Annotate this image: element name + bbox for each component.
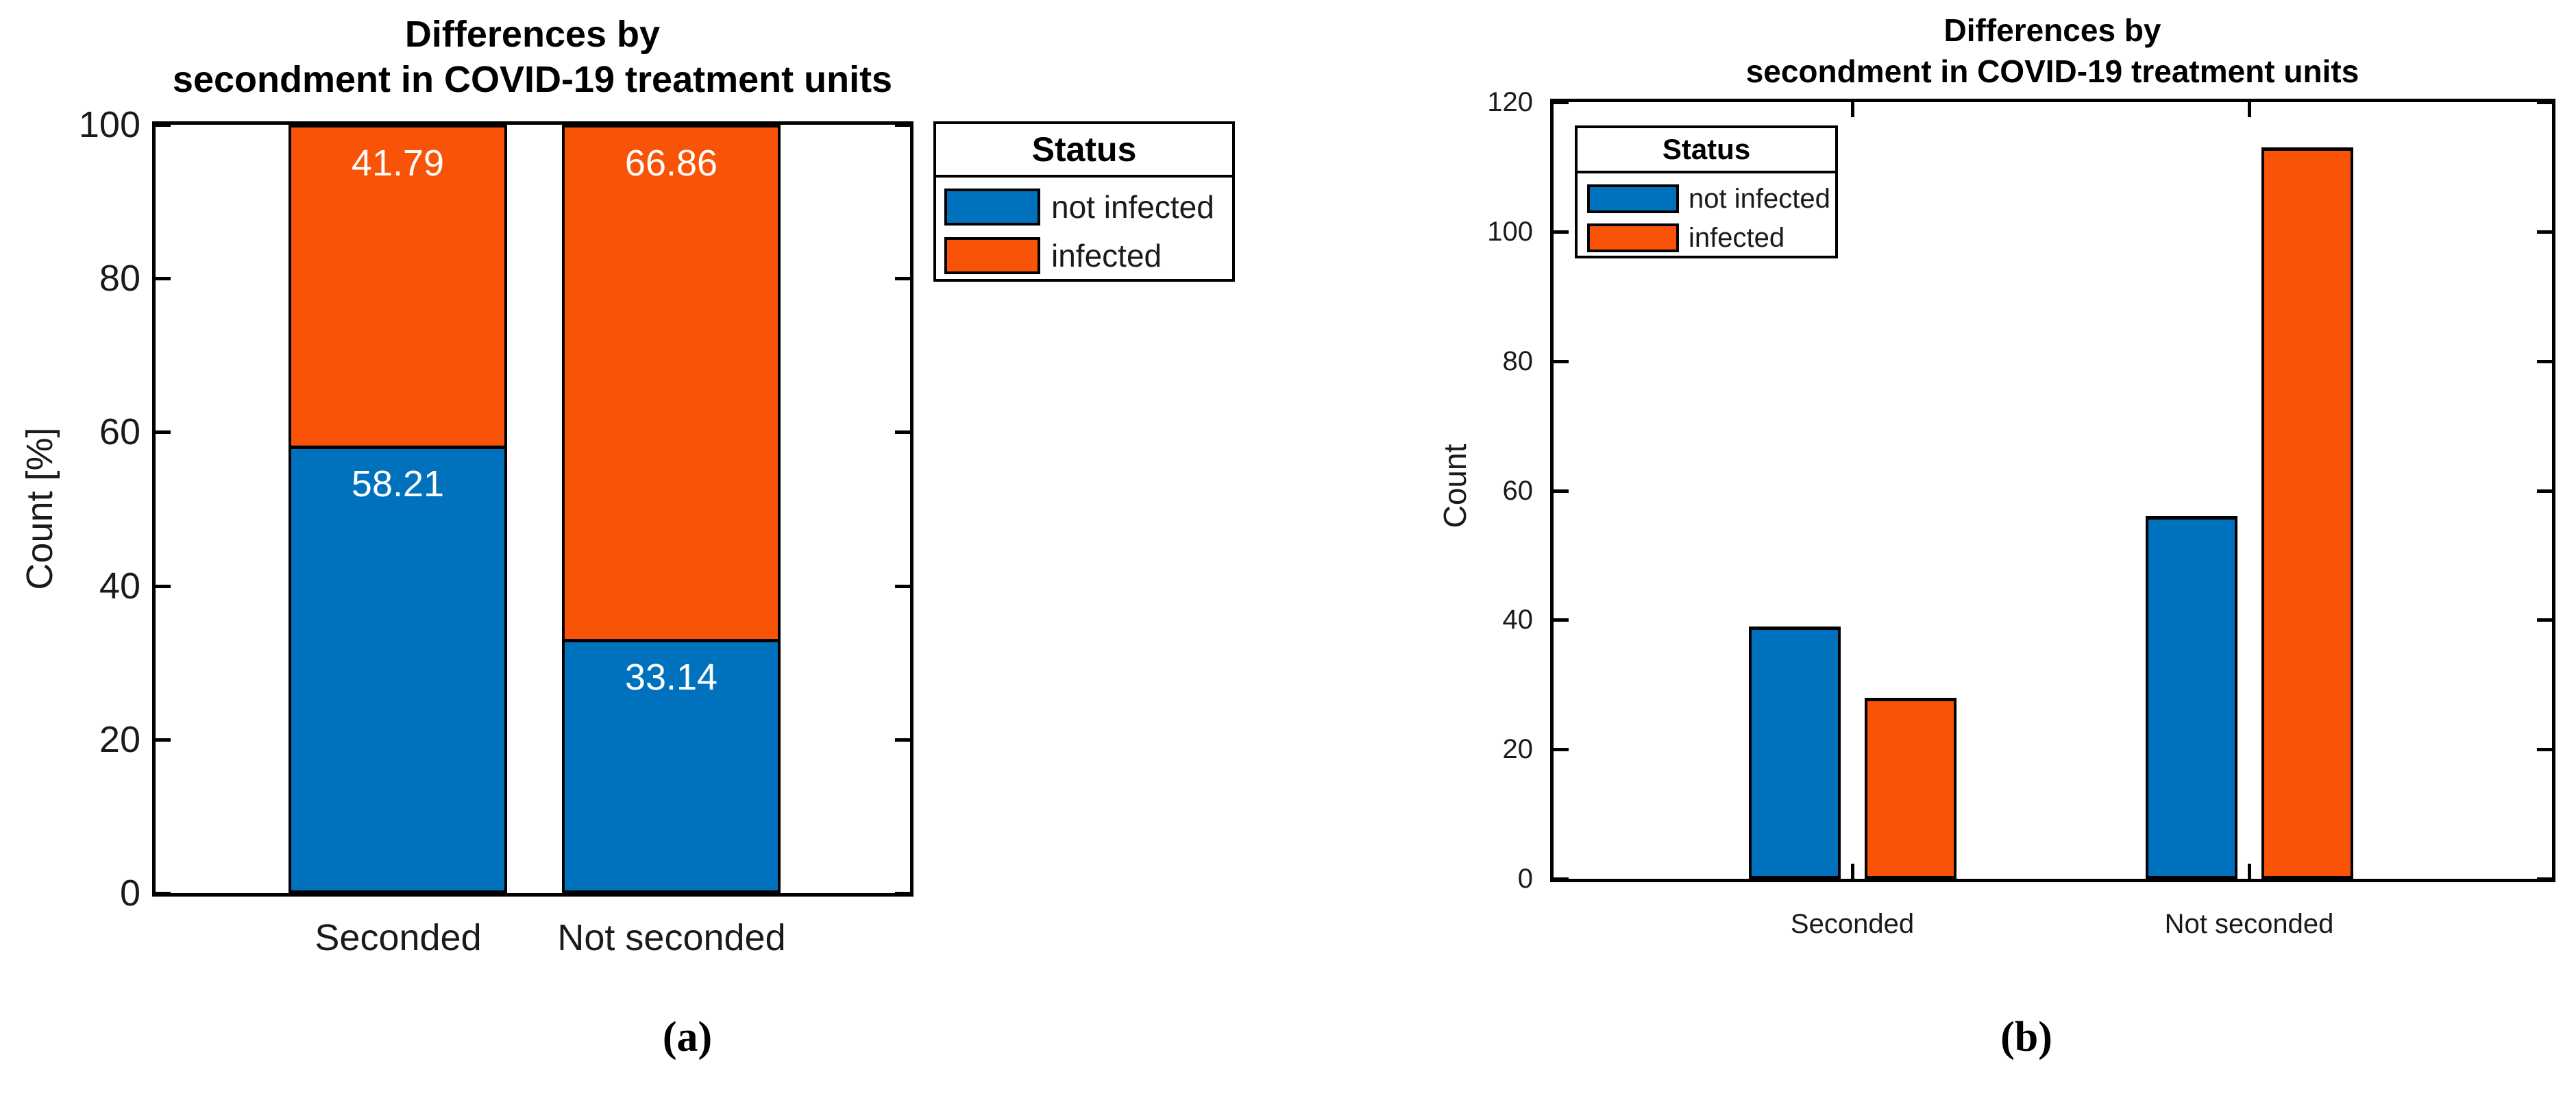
bar-segment-infected: [289, 125, 507, 446]
y-axis-label-a: Count [%]: [19, 427, 60, 590]
legend-swatch-infected: [1587, 223, 1679, 252]
y-axis-tick: [1554, 748, 1569, 751]
x-axis-tick-top: [1851, 102, 1854, 117]
y-tick-label: 80: [1502, 346, 1534, 376]
y-tick-label: 40: [99, 566, 140, 607]
legend-a: Status not infected infected: [933, 121, 1235, 282]
bar-value-label: 41.79: [351, 143, 445, 184]
chart-title-a: Differences by secondment in COVID-19 tr…: [53, 12, 1012, 102]
bar-not-infected: [1749, 627, 1841, 879]
y-axis-tick: [1554, 877, 1569, 881]
legend-b-title: Status: [1662, 133, 1751, 165]
y-tick-label: 0: [1517, 864, 1533, 894]
y-axis-tick: [1554, 101, 1569, 104]
category-label: Seconded: [315, 917, 482, 958]
y-axis-tick-right: [2537, 748, 2552, 751]
legend-b-label-not-infected: not infected: [1689, 184, 1830, 214]
legend-a-title: Status: [1031, 130, 1137, 169]
y-axis-tick-right: [895, 585, 910, 588]
y-tick-label: 0: [119, 873, 140, 914]
y-axis-tick-right: [2537, 877, 2552, 881]
chart-title-b-line2: secondment in COVID-19 treatment units: [1745, 53, 2359, 89]
y-tick-label: 100: [78, 104, 140, 145]
chart-title-a-line1: Differences by: [404, 14, 661, 55]
y-tick-label: 100: [1487, 217, 1533, 247]
x-axis-tick: [1851, 864, 1854, 879]
y-tick-label: 20: [1502, 734, 1534, 764]
chart-title-a-line2: secondment in COVID-19 treatment units: [172, 59, 893, 100]
bar-value-label: 33.14: [624, 657, 718, 698]
bar-value-label: 58.21: [351, 463, 445, 505]
y-axis-tick-right: [2537, 618, 2552, 622]
y-axis-tick-right: [895, 430, 910, 434]
panel-caption-b: (b): [2000, 1014, 2052, 1060]
x-axis-tick-top: [2248, 102, 2251, 117]
bar-segment-not-infected: [289, 446, 507, 893]
legend-b-label-infected: infected: [1689, 223, 1785, 253]
y-tick-label: 80: [99, 258, 140, 299]
category-label: Not seconded: [557, 917, 786, 958]
y-axis-tick: [156, 430, 171, 434]
y-axis-tick-right: [2537, 360, 2552, 363]
legend-a-entry-infected: infected: [936, 236, 1232, 276]
chart-title-b: Differences by secondment in COVID-19 tr…: [1573, 10, 2532, 92]
y-axis-tick-right: [895, 892, 910, 895]
chart-title-b-line1: Differences by: [1943, 12, 2161, 48]
legend-a-label-not-infected: not infected: [1051, 189, 1214, 225]
y-axis-tick-right: [895, 123, 910, 127]
legend-swatch-not-infected: [1587, 184, 1679, 213]
legend-b-entry-not-infected: not infected: [1578, 183, 1835, 215]
y-axis-tick-right: [2537, 489, 2552, 493]
y-axis-tick: [156, 585, 171, 588]
y-tick-label: 60: [99, 411, 140, 452]
legend-b: Status not infected infected: [1575, 125, 1838, 258]
y-axis-tick: [156, 277, 171, 280]
plot-area-a: Differences by secondment in COVID-19 tr…: [19, 14, 913, 958]
bar-infected: [2261, 147, 2353, 879]
legend-b-divider: [1578, 171, 1835, 173]
legend-swatch-not-infected: [944, 189, 1040, 226]
y-axis-tick-right: [895, 738, 910, 742]
bar-value-label: 66.86: [624, 143, 718, 184]
y-axis-tick: [156, 123, 171, 127]
category-label: Seconded: [1790, 909, 1915, 939]
category-label: Not seconded: [2164, 909, 2334, 939]
x-axis-tick: [2248, 864, 2251, 879]
y-axis-tick: [1554, 489, 1569, 493]
y-tick-label: 60: [1502, 476, 1534, 506]
y-axis-tick-right: [2537, 230, 2552, 234]
bar-segment-infected: [562, 125, 781, 639]
legend-a-divider: [936, 175, 1232, 178]
bar-not-infected: [2146, 516, 2237, 879]
bar-segment-not-infected: [562, 639, 781, 893]
y-axis-tick: [156, 892, 171, 895]
y-tick-label: 20: [99, 719, 140, 760]
legend-swatch-infected: [944, 237, 1040, 274]
y-axis-tick: [1554, 230, 1569, 234]
y-tick-label: 120: [1487, 87, 1533, 117]
y-tick-label: 40: [1502, 605, 1534, 635]
legend-b-entry-infected: infected: [1578, 222, 1835, 254]
y-axis-tick-right: [895, 277, 910, 280]
y-axis-tick: [1554, 360, 1569, 363]
legend-a-label-infected: infected: [1051, 238, 1162, 274]
bar-infected: [1865, 698, 1956, 879]
y-axis-tick-right: [2537, 101, 2552, 104]
y-axis-tick: [156, 738, 171, 742]
y-axis-tick: [1554, 618, 1569, 622]
panel-caption-a: (a): [662, 1014, 713, 1060]
legend-a-entry-not-infected: not infected: [936, 187, 1232, 227]
